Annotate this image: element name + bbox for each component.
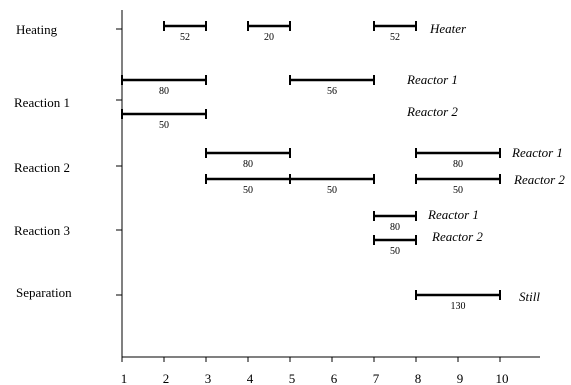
x-tick-label-4: 4 — [247, 371, 254, 385]
row-label-reaction2: Reaction 2 — [14, 160, 70, 175]
row-label-separation: Separation — [16, 285, 72, 300]
task-bar-heating-heater-2: 52 — [373, 21, 417, 43]
unit-label-reactor-2: Reactor 2 — [431, 229, 483, 244]
task-value-label: 80 — [243, 159, 253, 170]
task-bar-heating-heater-0: 52 — [163, 21, 207, 43]
task-value-label: 56 — [327, 86, 337, 97]
task-value-label: 80 — [159, 86, 169, 97]
task-bar-reaction2-reactor-1-0: 80 — [205, 148, 291, 170]
task-value-label: 80 — [390, 222, 400, 233]
x-tick-label-10: 10 — [496, 371, 509, 385]
task-bar-reaction1-reactor-1-0: 80 — [121, 75, 207, 97]
task-value-label: 50 — [453, 185, 463, 196]
task-bar-reaction2-reactor-2-0: 50 — [205, 174, 291, 196]
task-bar-reaction3-reactor-1-0: 80 — [373, 211, 417, 233]
task-bar-reaction2-reactor-2-2: 50 — [415, 174, 501, 196]
row-labels: Heating Reaction 1 Reaction 2 Reaction 3 Sep… — [14, 22, 72, 300]
unit-label-still: Still — [519, 289, 540, 304]
task-bar-reaction1-reactor-1-1: 56 — [289, 75, 375, 97]
unit-labels: Heater Reactor 1 Reactor 2 Reactor 1 Reactor… — [406, 21, 565, 304]
task-value-label: 80 — [453, 159, 463, 170]
axes: 1 2 3 4 5 6 7 8 9 10 — [116, 10, 540, 385]
x-tick-label-2: 2 — [163, 371, 170, 385]
task-bar-heating-heater-1: 20 — [247, 21, 291, 43]
task-value-label: 52 — [390, 32, 400, 43]
task-value-label: 50 — [243, 185, 253, 196]
task-value-label: 130 — [451, 301, 466, 312]
task-value-label: 52 — [180, 32, 190, 43]
unit-label-reactor-1: Reactor 1 — [406, 72, 458, 87]
task-bars: 52 20 52 80 56 50 80 80 50 50 50 80 50 130 — [121, 21, 501, 312]
x-tick-label-9: 9 — [457, 371, 464, 385]
x-tick-label-1: 1 — [121, 371, 128, 385]
unit-label-heater: Heater — [429, 21, 467, 36]
unit-label-reactor-2: Reactor 2 — [406, 104, 458, 119]
row-label-reaction3: Reaction 3 — [14, 223, 70, 238]
x-tick-label-6: 6 — [331, 371, 338, 385]
task-bar-reaction2-reactor-2-1: 50 — [289, 174, 375, 196]
x-tick-label-3: 3 — [205, 371, 212, 385]
task-value-label: 50 — [390, 246, 400, 257]
row-label-reaction1: Reaction 1 — [14, 95, 70, 110]
task-value-label: 50 — [159, 120, 169, 131]
task-bar-reaction1-reactor-2-0: 50 — [121, 109, 207, 131]
task-bar-reaction3-reactor-2-0: 50 — [373, 235, 417, 257]
task-value-label: 20 — [264, 32, 274, 43]
unit-label-reactor-2: Reactor 2 — [513, 172, 565, 187]
row-label-heating: Heating — [16, 22, 58, 37]
unit-label-reactor-1: Reactor 1 — [511, 145, 563, 160]
task-value-label: 50 — [327, 185, 337, 196]
task-bar-separation-still-0: 130 — [415, 290, 501, 312]
x-tick-label-7: 7 — [373, 371, 380, 385]
x-tick-label-8: 8 — [415, 371, 422, 385]
x-tick-label-5: 5 — [289, 371, 296, 385]
task-bar-reaction2-reactor-1-1: 80 — [415, 148, 501, 170]
unit-label-reactor-1: Reactor 1 — [427, 207, 479, 222]
